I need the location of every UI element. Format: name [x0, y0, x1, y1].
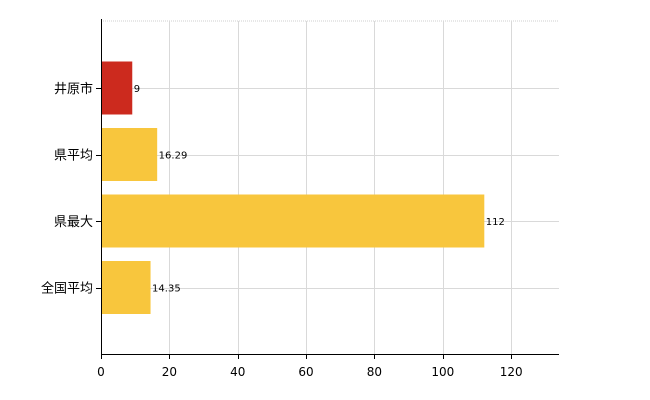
- bar: [101, 194, 485, 248]
- bar: [101, 128, 158, 181]
- x-tick-label: 20: [162, 365, 177, 379]
- x-tick-label: 40: [230, 365, 245, 379]
- bars: [101, 61, 485, 314]
- axes: [96, 19, 559, 359]
- category-label: 井原市: [54, 81, 93, 97]
- x-tick-label: 100: [431, 365, 454, 379]
- category-label: 全国平均: [41, 281, 93, 297]
- x-tick-label: 80: [367, 365, 382, 379]
- x-tick-label: 120: [500, 365, 523, 379]
- x-tick-label: 60: [298, 365, 313, 379]
- x-tick-label: 0: [97, 365, 105, 379]
- data-label: 9: [134, 84, 140, 95]
- gridlines: [101, 20, 559, 354]
- bar: [101, 61, 133, 115]
- data-label: 16.29: [159, 151, 188, 162]
- data-label: 112: [486, 217, 505, 228]
- bar: [101, 261, 151, 314]
- category-label: 県最大: [54, 215, 93, 230]
- category-label: 県平均: [54, 149, 93, 164]
- data-label: 14.35: [152, 284, 181, 295]
